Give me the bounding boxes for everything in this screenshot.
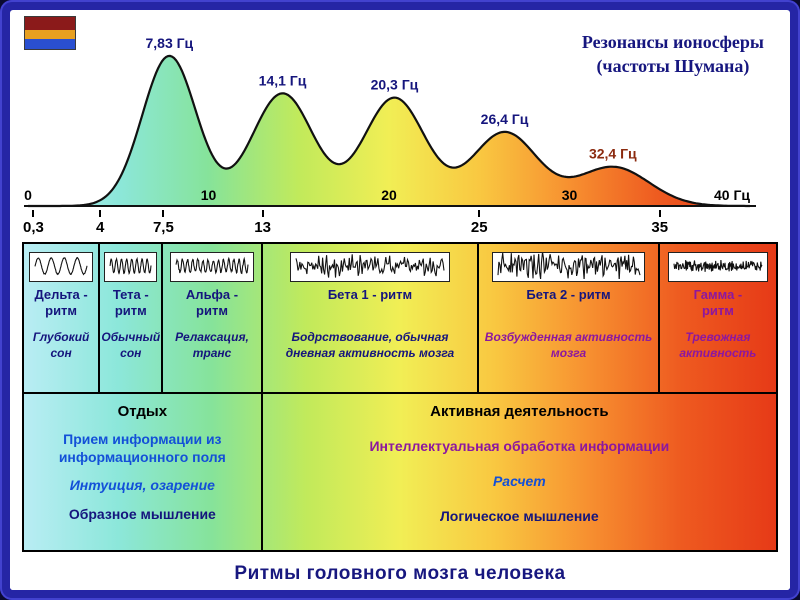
mode-line: Образное мышление (68, 505, 216, 522)
mode-line: Логическое мышление (439, 508, 599, 525)
band-column-gamma: Гамма - ритм Тревожная активность (660, 244, 776, 392)
mode-line: Интуиция, озарение (69, 477, 215, 494)
mode-title: Активная деятельность (430, 403, 609, 420)
peak-label: 20,3 Гц (371, 77, 419, 93)
beta2-waveform-icon (491, 251, 646, 282)
scale-number: 25 (470, 219, 488, 236)
activity-column: Активная деятельность Интеллектуальная о… (263, 394, 776, 550)
x-tick-label: 40 Гц (714, 187, 750, 203)
scale-number: 13 (254, 219, 271, 236)
brain-rhythm-table: Дельта - ритм Глубокий сон Тета - ритм О… (22, 242, 778, 552)
x-tick-label: 0 (24, 187, 32, 203)
peak-label: 14,1 Гц (259, 72, 307, 88)
band-description: Тревожная активность (679, 330, 757, 360)
peak-label: 32,4 Гц (589, 146, 637, 162)
waveform-path (673, 259, 763, 272)
mode-line: Интеллектуальная обработка информации (369, 438, 670, 454)
scale-tick (261, 210, 264, 217)
mode-title: Отдых (117, 403, 168, 420)
band-description: Обычный сон (101, 330, 161, 360)
scale-tick (658, 210, 661, 217)
theta-waveform-icon (104, 252, 158, 282)
band-description: Релаксация, транс (175, 330, 249, 360)
bottom-caption: Ритмы головного мозга человека (10, 552, 790, 590)
band-column-theta: Тета - ритм Обычный сон (100, 244, 164, 392)
band-description: Глубокий сон (32, 330, 90, 360)
gamma-waveform-icon (667, 252, 768, 282)
band-name: Альфа - ритм (185, 287, 239, 318)
band-name: Тета - ритм (112, 287, 149, 318)
frequency-band-scale: 0,3 4 7,5 13 25 35 (10, 210, 790, 242)
logo-stripe (25, 39, 75, 49)
logo-stripe (25, 17, 75, 31)
scale-number: 4 (96, 219, 105, 236)
scale-tick (32, 210, 35, 217)
band-column-alpha: Альфа - ритм Релаксация, транс (163, 244, 263, 392)
delta-waveform-icon (29, 252, 93, 282)
band-description: Возбужденная активность мозга (484, 330, 653, 360)
band-column-delta: Дельта - ритм Глубокий сон (24, 244, 101, 392)
peak-label: 7,83 Гц (145, 35, 193, 51)
x-tick-label: 10 (201, 187, 217, 203)
x-tick-label: 30 (562, 187, 578, 203)
waveform-path (496, 251, 641, 281)
mode-line: Прием информации из информационного поля (58, 431, 226, 466)
chart-title-line-1: Резонансы ионосферы (581, 32, 764, 52)
waveform-path (175, 256, 249, 275)
mode-line: Расчет (492, 473, 546, 490)
activity-modes: Отдых Прием информации из информационног… (24, 394, 776, 550)
scale-tick (99, 210, 102, 217)
x-tick-label: 20 (381, 187, 397, 203)
scale-number: 7,5 (152, 219, 174, 236)
waveform-path (295, 254, 445, 278)
resonance-curve (28, 54, 750, 208)
rest-column: Отдых Прием информации из информационног… (24, 394, 263, 550)
scale-tick (478, 210, 481, 217)
scale-number: 0,3 (22, 219, 44, 236)
logo-stripe (25, 30, 75, 40)
band-column-beta1: Бета 1 - ритм Бодрствование, обычная дне… (263, 244, 480, 392)
band-name: Гамма - ритм (693, 287, 743, 318)
alpha-waveform-icon (170, 252, 254, 282)
logo (24, 16, 76, 50)
slide: Резонансы ионосферы (частоты Шумана) 0 10… (10, 10, 790, 590)
band-column-beta2: Бета 2 - ритм Возбужденная активность мо… (479, 244, 660, 392)
scale-number: 35 (651, 219, 669, 236)
chart-title: Резонансы ионосферы (частоты Шумана) (582, 30, 764, 79)
peak-label: 26,4 Гц (481, 111, 529, 127)
waveform-path (109, 256, 152, 275)
spectrum-chart: 0 10 20 30 40 Гц 7,83 Гц 14,1 Гц 20,3 Гц 26,4 Гц… (24, 35, 756, 208)
band-name: Бета 2 - ритм (526, 287, 611, 302)
band-table: Дельта - ритм Глубокий сон Тета - ритм О… (24, 244, 776, 394)
band-name: Бета 1 - ритм (327, 287, 413, 302)
scale-tick (162, 210, 165, 217)
band-name: Дельта - ритм (34, 287, 88, 318)
beta1-waveform-icon (289, 252, 450, 282)
chart-title-line-2: (частоты Шумана) (596, 56, 750, 77)
curve-fill (28, 55, 750, 207)
waveform-path (34, 256, 88, 276)
band-description: Бодрствование, обычная дневная активност… (285, 330, 455, 360)
